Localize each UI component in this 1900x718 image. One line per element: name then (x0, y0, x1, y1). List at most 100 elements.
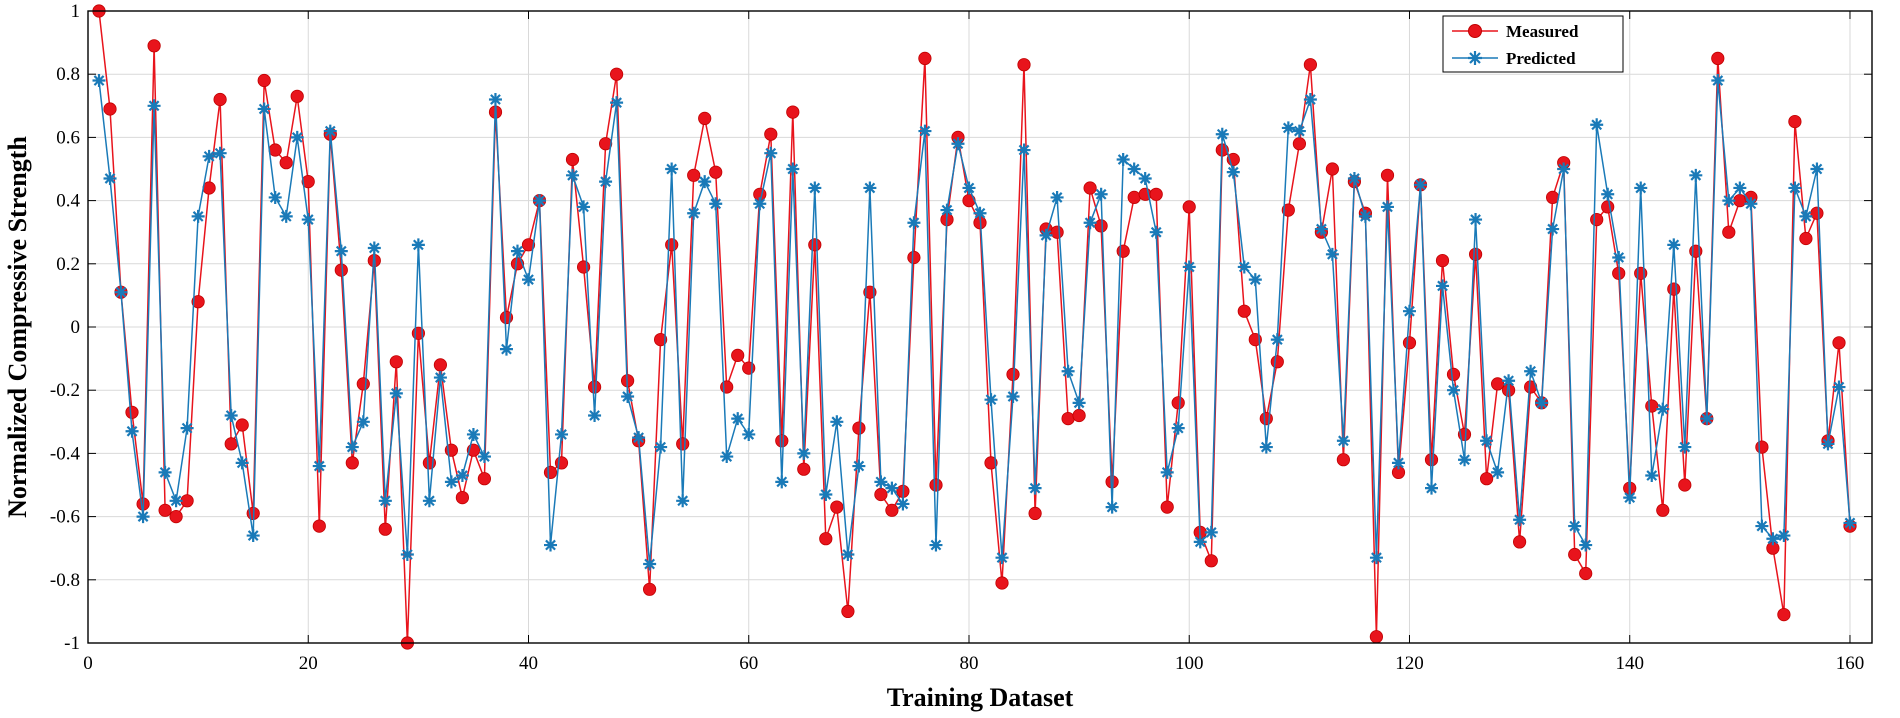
data-point-predicted (742, 427, 756, 441)
data-point-predicted (389, 386, 403, 400)
data-point-predicted (1215, 127, 1229, 141)
data-point-measured (852, 421, 866, 435)
data-point-predicted (1116, 153, 1130, 167)
data-point-predicted (863, 181, 877, 195)
y-tick-label: -1 (64, 633, 80, 654)
data-point-predicted (1513, 513, 1527, 527)
data-point-measured (1733, 194, 1747, 208)
x-tick-label: 20 (299, 653, 318, 674)
legend-label-predicted: Predicted (1506, 49, 1576, 68)
data-point-measured (1435, 254, 1450, 268)
data-point-measured (775, 434, 789, 448)
data-point-measured (1634, 266, 1648, 280)
data-point-predicted (1292, 124, 1306, 138)
data-point-predicted (1480, 434, 1494, 448)
data-point-predicted (896, 497, 910, 511)
data-point-measured (841, 604, 855, 619)
x-tick-label: 160 (1836, 653, 1865, 674)
legend-label-measured: Measured (1506, 22, 1579, 41)
data-point-predicted (654, 440, 668, 454)
data-point-predicted (1369, 551, 1383, 565)
data-point-measured (1237, 304, 1251, 318)
data-point-measured (665, 238, 679, 252)
data-point-predicted (1546, 222, 1560, 236)
data-point-measured (1491, 377, 1505, 391)
series-line-predicted (98, 80, 1851, 565)
data-point-measured (1006, 367, 1020, 381)
data-point-predicted (1722, 194, 1736, 208)
data-point-predicted (114, 285, 128, 299)
data-point-predicted (1458, 453, 1472, 467)
data-point-predicted (92, 74, 106, 88)
data-point-predicted (1270, 333, 1284, 347)
data-point-predicted (1138, 171, 1152, 185)
y-tick-label: -0.4 (50, 443, 81, 464)
data-point-predicted (422, 494, 436, 508)
data-point-measured (1711, 51, 1725, 66)
data-point-predicted (1281, 121, 1295, 135)
data-point-predicted (1623, 491, 1637, 505)
data-point-measured (147, 39, 161, 53)
data-point-predicted (599, 175, 613, 189)
data-point-predicted (488, 92, 502, 106)
data-point-predicted (841, 548, 855, 562)
data-point-predicted (698, 175, 712, 189)
y-tick-labels: -1 -0.8 -0.6 -0.4 -0.2 0 0.2 0.4 0.6 0.8 1 (50, 1, 81, 654)
data-point-measured (1446, 367, 1461, 381)
data-point-predicted (103, 171, 117, 185)
y-axis-title: Normalized Compressive Strength (3, 136, 32, 518)
data-point-predicted (499, 342, 513, 356)
data-point-predicted (643, 557, 657, 571)
data-point-measured (1303, 58, 1318, 72)
data-point-measured (1171, 396, 1185, 410)
data-point-predicted (1832, 380, 1846, 394)
data-point-measured (720, 380, 734, 394)
data-point-measured (1810, 206, 1824, 220)
data-point-predicted (731, 412, 745, 426)
data-point-measured (1336, 453, 1351, 467)
y-tick-label: 1 (71, 1, 81, 22)
data-point-measured (1292, 137, 1307, 151)
data-point-predicted (929, 538, 943, 552)
data-point-measured (1259, 411, 1273, 426)
data-point-predicted (1678, 440, 1692, 454)
data-point-measured (609, 67, 624, 81)
data-point-measured (819, 532, 833, 546)
data-point-predicted (1645, 469, 1659, 483)
data-point-predicted (1391, 456, 1405, 470)
data-point-predicted (544, 538, 558, 552)
data-point-predicted (1843, 516, 1857, 530)
data-point-measured (576, 260, 591, 274)
data-point-predicted (566, 168, 580, 182)
data-point-measured (698, 111, 712, 126)
data-point-predicted (885, 481, 899, 495)
data-point-predicted (665, 162, 679, 176)
data-point-measured (125, 405, 139, 419)
data-point-predicted (1017, 143, 1031, 157)
data-point-predicted (951, 137, 965, 151)
y-tick-label: -0.2 (50, 380, 80, 401)
legend: Measured Predicted (1442, 15, 1624, 73)
data-point-predicted (819, 487, 833, 501)
data-point-measured (433, 358, 447, 372)
data-point-measured (1568, 547, 1582, 562)
data-point-predicted (786, 162, 800, 176)
data-point-predicted (808, 181, 822, 195)
x-tick-label: 40 (519, 653, 538, 674)
axis-ticks (87, 10, 1872, 644)
data-point-measured (587, 380, 602, 394)
data-point-predicted (180, 421, 194, 435)
data-point-predicted (1149, 225, 1163, 239)
data-point-predicted (1491, 465, 1505, 479)
data-point-predicted (1711, 74, 1725, 88)
data-point-predicted (400, 548, 414, 562)
data-point-predicted (577, 200, 591, 214)
data-point-predicted (334, 244, 348, 258)
data-point-predicted (687, 206, 701, 220)
data-point-measured (235, 418, 249, 432)
data-point-measured (1755, 440, 1769, 454)
data-point-predicted (290, 130, 304, 144)
data-point-measured (224, 437, 238, 451)
data-point-predicted (1325, 247, 1339, 261)
